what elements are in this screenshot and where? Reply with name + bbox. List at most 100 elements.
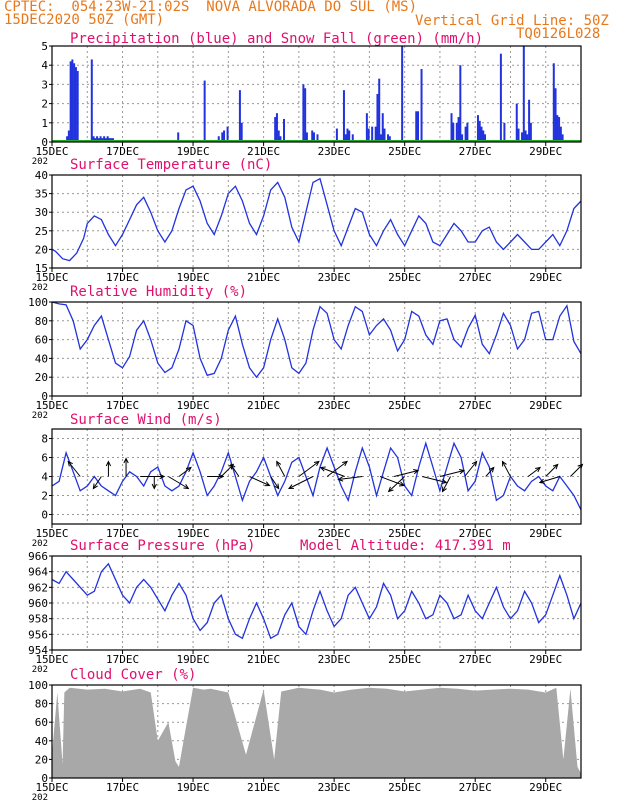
pressure-ytick-label: 954 — [28, 644, 48, 657]
wind-arrow-shaft — [338, 476, 363, 480]
precip-ytick-label: 4 — [41, 59, 48, 72]
wind-arrow-shaft — [270, 476, 280, 489]
temp-xtick-label: 17DEC — [106, 271, 139, 284]
precip-frame — [51, 45, 582, 143]
precip-bar — [103, 136, 106, 142]
precip-xtick-label: 23DEC — [318, 145, 351, 158]
pressure-xtick-label: 29DEC — [529, 653, 562, 666]
pressure-line — [51, 562, 582, 640]
precip-bar — [274, 117, 277, 142]
precip-bar — [67, 130, 70, 142]
precip-bar — [379, 134, 382, 142]
wind-arrow-shaft — [439, 470, 465, 477]
wind-arrow-shaft — [168, 476, 189, 489]
wind-arrow-shaft — [320, 467, 345, 477]
wind-arrow-shaft — [92, 476, 102, 489]
precip-bar — [371, 126, 374, 142]
precip-bar — [466, 122, 469, 142]
pressure-ytick-label: 964 — [28, 566, 48, 579]
wind-line — [51, 441, 582, 511]
precip-bar — [387, 134, 390, 142]
precip-xtick-label: 17DEC — [106, 145, 139, 158]
rh-xtick-label: 21DEC — [247, 399, 280, 412]
rh-ytick-label: 60 — [35, 334, 48, 347]
wind-arrow-head — [228, 463, 235, 470]
precip-bar — [96, 136, 99, 142]
wind-arrow-head — [488, 466, 495, 473]
wind-ytick-label: 4 — [41, 471, 48, 484]
precip-xtick-label: 15DEC — [35, 145, 68, 158]
temp-ytick-label: 25 — [35, 225, 48, 238]
precip-bar — [552, 63, 555, 142]
wind-frame — [51, 428, 582, 525]
wind-arrow-shaft — [422, 476, 447, 483]
precip-xtick-label: 19DEC — [177, 145, 210, 158]
precip-bar — [383, 128, 386, 142]
precip-bar — [378, 78, 381, 142]
precip-bar — [311, 130, 314, 142]
wind-ytick-label: 6 — [41, 452, 48, 465]
pressure-xtick-label: 15DEC — [35, 653, 68, 666]
precip-bar — [457, 117, 460, 142]
precip-ytick-label: 2 — [41, 98, 48, 111]
wind-arrow-head — [501, 460, 507, 467]
rh-frame — [51, 301, 582, 397]
precip-bar — [388, 136, 391, 142]
precip-year-label: 202 — [32, 157, 48, 167]
precip-bar — [517, 128, 520, 142]
temp-line — [51, 177, 582, 262]
precip-bar — [203, 80, 206, 142]
wind-title: Surface Wind (m/s) — [70, 412, 222, 428]
cloud-xtick-label: 29DEC — [529, 781, 562, 794]
wind-arrow-shaft — [393, 470, 419, 477]
temp-xtick-label: 19DEC — [177, 271, 210, 284]
wind-arrow-head — [287, 484, 294, 490]
wind-arrow-head — [230, 463, 236, 470]
wind-arrow-shaft — [326, 461, 348, 477]
precip-bar — [304, 88, 307, 142]
wind-arrow-shaft — [388, 476, 406, 492]
precip-bar — [302, 84, 305, 142]
cloud-ytick-label: 80 — [35, 698, 48, 711]
wind-xtick-label: 19DEC — [177, 527, 210, 540]
precip-bar — [526, 134, 529, 142]
precip-ytick-label: 0 — [41, 136, 48, 149]
temp-ytick-label: 15 — [35, 262, 48, 275]
precip-bar — [476, 115, 479, 142]
wind-arrow-shaft — [379, 476, 405, 486]
precip-bar — [365, 113, 368, 142]
pressure-ytick-label: 960 — [28, 597, 48, 610]
wind-arrow-shaft — [276, 461, 286, 477]
precip-bar — [316, 134, 319, 142]
pressure-annotation: Model Altitude: 417.391 m — [300, 538, 511, 554]
pressure-xtick-label: 21DEC — [247, 653, 280, 666]
precip-bar — [312, 132, 315, 142]
precip-bar — [346, 128, 349, 142]
precip-bar — [73, 63, 76, 142]
wind-arrow-head — [313, 460, 320, 467]
wind-arrow-head — [159, 473, 166, 480]
wind-arrow-head — [413, 468, 420, 475]
cloud-ytick-label: 0 — [41, 772, 48, 785]
wind-arrow-shaft — [545, 464, 559, 477]
pressure-xtick-label: 23DEC — [318, 653, 351, 666]
precip-bar — [503, 122, 506, 142]
cloud-ytick-label: 40 — [35, 735, 48, 748]
wind-ytick-label: 0 — [41, 509, 48, 522]
pressure-xtick-label: 17DEC — [106, 653, 139, 666]
wind-arrow-head — [535, 466, 542, 473]
wind-arrow-head — [471, 460, 478, 467]
precip-bar — [499, 53, 502, 142]
precip-bar — [529, 122, 532, 142]
wind-arrow-head — [538, 478, 545, 484]
wind-arrow-head — [552, 463, 559, 470]
precip-bar — [92, 136, 95, 142]
pressure-xtick-label: 19DEC — [177, 653, 210, 666]
precip-bar — [76, 70, 79, 142]
precip-bar — [381, 113, 384, 142]
precip-xtick-label: 21DEC — [247, 145, 280, 158]
precip-bar — [450, 113, 453, 142]
precip-bar — [482, 130, 485, 142]
temp-xtick-label: 21DEC — [247, 271, 280, 284]
wind-arrow-shaft — [502, 461, 511, 477]
